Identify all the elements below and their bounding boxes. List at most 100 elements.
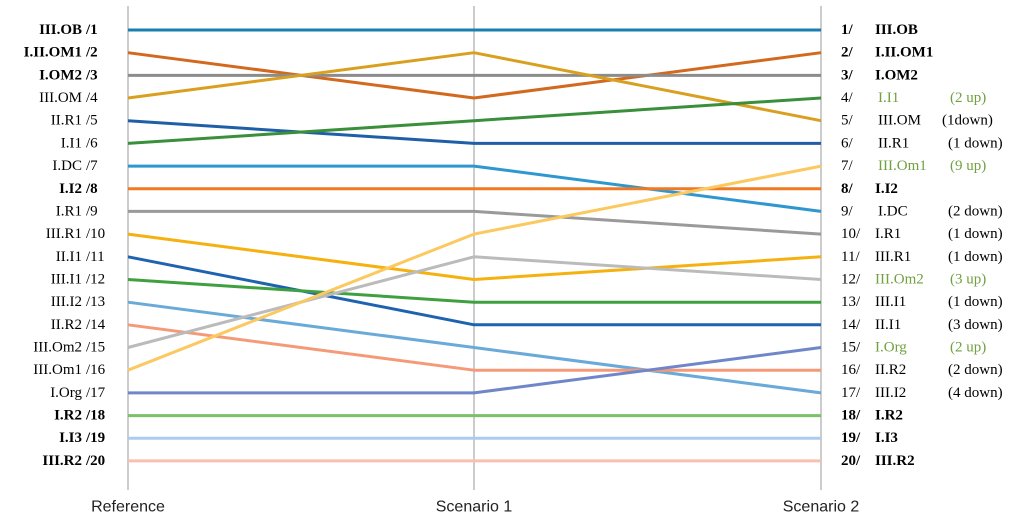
left-label-name: I.I1 — [61, 135, 82, 151]
right-label-change: (1 down) — [948, 135, 1003, 151]
x-axis-label: Scenario 1 — [436, 499, 513, 516]
right-label-change: (3 up) — [950, 271, 986, 287]
left-label-rank: /6 — [86, 135, 98, 151]
right-label-rank: 5/ — [841, 113, 854, 129]
right-label-rank: 3/ — [841, 67, 854, 83]
left-label-name: I.R2 — [54, 408, 82, 424]
right-label-name: III.OM — [878, 113, 921, 129]
right-label-change: (1 down) — [948, 249, 1003, 265]
right-label-rank: 19/ — [841, 430, 861, 446]
x-axis-label: Reference — [91, 499, 165, 516]
x-axis-label: Scenario 2 — [783, 499, 860, 516]
left-label-rank: /7 — [86, 158, 98, 174]
right-label-rank: 13/ — [841, 294, 861, 310]
left-label-name: I.OM2 — [39, 67, 82, 83]
right-label-rank: 16/ — [841, 362, 861, 378]
right-label-rank: 20/ — [841, 453, 861, 469]
series-line-iii-i1 — [127, 278, 821, 304]
left-label-name: III.Om2 — [33, 340, 82, 356]
left-label-rank: /14 — [86, 317, 106, 333]
series-line-ii-i1 — [127, 255, 821, 327]
series-lines — [127, 28, 822, 463]
right-label-rank: 12/ — [841, 271, 861, 287]
series-line-i-r1 — [128, 209, 822, 236]
left-label-name: III.R2 — [42, 453, 82, 469]
left-label-name: I.Org — [50, 385, 82, 401]
right-label-change: (1down) — [942, 113, 993, 129]
left-label-name: II.I1 — [56, 249, 82, 265]
series-line-i-dc — [128, 164, 822, 213]
left-rank-labels: III.OB/1I.II.OM1/2I.OM2/3III.OM/4II.R1/5… — [24, 22, 106, 469]
right-label-change: (1 down) — [948, 294, 1003, 310]
right-label-name: I.I2 — [875, 181, 898, 197]
left-label-name: III.Om1 — [33, 362, 82, 378]
series-line-i-i1 — [127, 96, 822, 145]
vertical-gridlines — [127, 6, 822, 490]
left-label-rank: /17 — [86, 385, 106, 401]
left-label-rank: /18 — [85, 408, 105, 424]
left-label-name: I.II.OM1 — [24, 45, 82, 61]
right-label-change: (2 up) — [950, 90, 986, 106]
right-label-name: II.R2 — [875, 362, 906, 378]
right-label-rank: 2/ — [841, 45, 854, 61]
right-label-rank: 15/ — [841, 340, 861, 356]
right-label-name: III.R2 — [875, 453, 915, 469]
series-line-iii-om1 — [127, 164, 822, 372]
right-label-rank: 1/ — [841, 22, 854, 38]
right-label-change: (1 down) — [948, 226, 1003, 242]
right-label-name: I.OM2 — [875, 67, 918, 83]
right-label-name: III.I1 — [875, 294, 906, 310]
right-label-name: I.Org — [875, 340, 907, 356]
left-label-name: III.R1 — [46, 226, 82, 242]
right-label-name: III.OB — [875, 22, 918, 38]
right-label-change: (2 up) — [950, 340, 986, 356]
right-rank-labels: 1/III.OB 2/I.II.OM1 3/I.OM2 4/I.I1 (2 up) 5/I… — [841, 22, 1003, 469]
right-label-name: I.DC — [878, 203, 908, 219]
right-label-change: (9 up) — [950, 158, 986, 174]
left-label-rank: /15 — [86, 340, 105, 356]
right-label-rank: 18/ — [841, 408, 861, 424]
left-label-rank: /19 — [85, 430, 105, 446]
left-label-rank: /16 — [86, 362, 106, 378]
right-label-name: III.Om1 — [878, 158, 927, 174]
right-label-rank: 6/ — [841, 135, 854, 151]
right-label-name: III.I2 — [875, 385, 906, 401]
right-label-rank: 9/ — [841, 203, 854, 219]
series-line-ii-r2 — [127, 323, 821, 372]
left-label-name: III.OM — [39, 90, 82, 106]
left-label-rank: /2 — [85, 45, 98, 61]
x-axis-labels: Reference Scenario 1 Scenario 2 — [91, 499, 859, 516]
right-label-rank: 14/ — [841, 317, 861, 333]
left-label-rank: /1 — [85, 22, 98, 38]
left-label-rank: /12 — [86, 271, 105, 287]
left-label-name: II.R1 — [51, 113, 82, 129]
right-label-name: II.R1 — [878, 135, 909, 151]
series-line-iii-om2 — [127, 255, 822, 349]
left-label-rank: /11 — [86, 249, 105, 265]
left-label-name: I.I3 — [59, 430, 82, 446]
right-label-rank: 11/ — [841, 249, 860, 265]
right-label-name: I.II.OM1 — [875, 45, 933, 61]
left-label-rank: /20 — [85, 453, 105, 469]
series-line-iii-om — [127, 51, 822, 123]
series-line-i-ii-om1 — [127, 51, 822, 100]
left-label-rank: /5 — [86, 113, 98, 129]
left-label-rank: /8 — [85, 181, 98, 197]
left-label-name: III.I2 — [51, 294, 82, 310]
left-label-name: I.DC — [52, 158, 82, 174]
left-label-rank: /10 — [86, 226, 105, 242]
series-line-iii-r1 — [127, 232, 822, 281]
right-label-rank: 7/ — [841, 158, 854, 174]
left-label-name: III.OB — [39, 22, 82, 38]
left-label-name: III.I1 — [51, 271, 82, 287]
left-label-rank: /4 — [86, 90, 98, 106]
right-label-rank: 8/ — [841, 181, 854, 197]
series-line-i-org — [128, 346, 822, 395]
right-label-rank: 10/ — [841, 226, 861, 242]
right-label-change: (3 down) — [948, 317, 1003, 333]
left-label-name: I.I2 — [59, 181, 82, 197]
right-label-change: (4 down) — [948, 385, 1003, 401]
left-label-rank: /13 — [86, 294, 105, 310]
series-line-ii-r1 — [127, 119, 821, 145]
